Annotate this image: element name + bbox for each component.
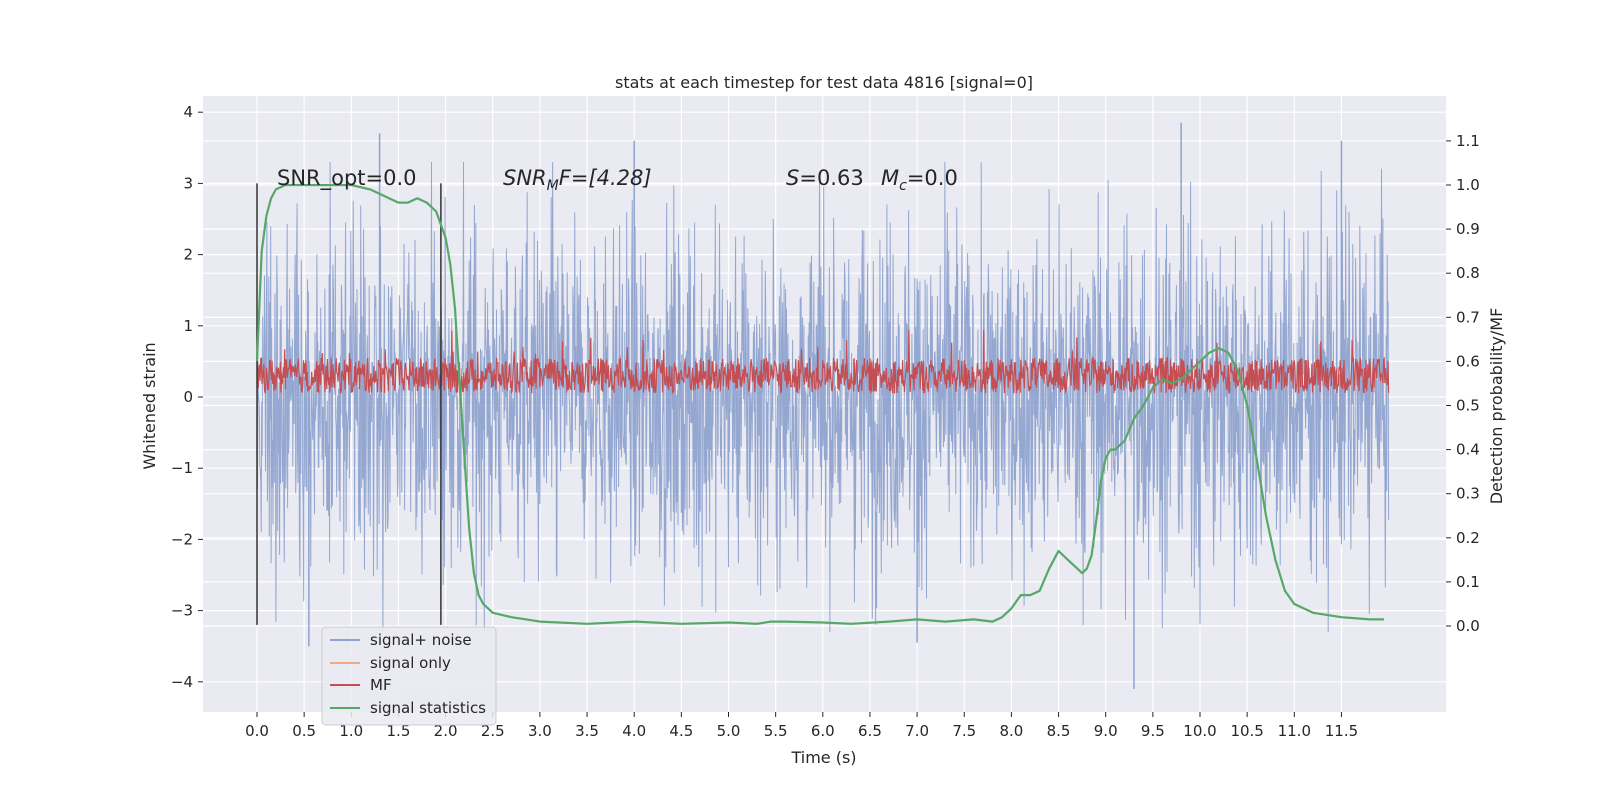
x-tick-label: 10.5 (1230, 722, 1263, 740)
y-tick-label: −2 (171, 530, 193, 548)
y2-ticks: 1.1 1.0 0.9 0.8 0.7 0.6 0.5 0.4 0.3 0.2 0.1 0.0 (1446, 132, 1480, 635)
legend-label-signal-statistics: signal statistics (370, 699, 486, 717)
x-tick-label: 3.0 (528, 722, 552, 740)
y2-tick-label: 0.2 (1456, 529, 1480, 547)
y-tick-label: −3 (171, 602, 193, 620)
y-tick-label: −4 (171, 673, 193, 691)
y2-axis-label: Detection probability/MF (1487, 308, 1506, 505)
y-axis-label: Whitened strain (140, 342, 159, 469)
x-tick-label: 11.0 (1278, 722, 1311, 740)
x-tick-label: 6.0 (811, 722, 835, 740)
signal-statistics-line (255, 183, 1384, 625)
annotation-snr-mf: SNRMF=[4.28] (503, 166, 652, 194)
y-tick-label: 4 (183, 103, 193, 121)
x-tick-label: 4.0 (622, 722, 646, 740)
legend: signal+ noise signal only MF signal stat… (321, 626, 497, 726)
noise-series (256, 122, 1390, 689)
x-tick-label: 7.5 (952, 722, 976, 740)
x-tick-label: 8.0 (999, 722, 1023, 740)
x-tick-label: 6.5 (858, 722, 882, 740)
y-tick-label: 3 (183, 174, 193, 192)
y-ticks: 4 3 2 1 0 −1 −2 −3 −4 (171, 103, 203, 691)
x-axis-label: Time (s) (790, 748, 856, 767)
y-tick-label: 2 (183, 246, 193, 264)
y2-tick-label: 1.1 (1456, 132, 1480, 150)
chart-title: stats at each timestep for test data 481… (615, 73, 1033, 92)
y2-tick-label: 0.6 (1456, 352, 1480, 370)
mf-line (256, 329, 1390, 395)
x-tick-label: 1.0 (339, 722, 363, 740)
y-tick-label: 1 (183, 317, 193, 335)
x-tick-label: 0.5 (292, 722, 316, 740)
vertical-markers (256, 183, 442, 625)
x-tick-label: 7.0 (905, 722, 929, 740)
x-tick-label: 9.0 (1094, 722, 1118, 740)
y-tick-label: 0 (183, 388, 193, 406)
x-tick-label: 5.5 (764, 722, 788, 740)
legend-label-signal-only: signal only (370, 654, 451, 672)
y2-tick-label: 0.0 (1456, 617, 1480, 635)
x-tick-label: 11.5 (1325, 722, 1358, 740)
y-tick-label: −1 (171, 459, 193, 477)
x-tick-label: 0.0 (245, 722, 269, 740)
y2-tick-label: 0.3 (1456, 485, 1480, 503)
legend-label-mf: MF (370, 676, 392, 694)
x-tick-label: 3.5 (575, 722, 599, 740)
signal-noise-line (256, 161, 1390, 633)
y2-tick-label: 0.1 (1456, 573, 1480, 591)
y2-tick-label: 1.0 (1456, 176, 1480, 194)
y2-tick-label: 0.9 (1456, 220, 1480, 238)
signal-statistics-series (255, 183, 1384, 625)
x-ticks: 0.0 0.5 1.0 1.5 2.0 2.5 3.0 3.5 4.0 4.5 5.0 5.5 6.0 6… (245, 712, 1358, 740)
y2-tick-label: 0.7 (1456, 308, 1480, 326)
mf-series (256, 329, 1390, 395)
x-tick-label: 1.5 (387, 722, 411, 740)
x-tick-label: 8.5 (1047, 722, 1071, 740)
legend-box (321, 626, 497, 726)
y2-tick-label: 0.8 (1456, 264, 1480, 282)
annotations: SNR_opt=0.0 SNRMF=[4.28] S=0.63 Mc=0.0 (277, 166, 958, 194)
x-tick-label: 4.5 (669, 722, 693, 740)
y2-tick-label: 0.4 (1456, 441, 1480, 459)
annotation-s: S=0.63 (786, 166, 864, 190)
x-tick-label: 2.0 (434, 722, 458, 740)
x-tick-label: 9.5 (1141, 722, 1165, 740)
x-tick-label: 5.0 (717, 722, 741, 740)
x-tick-label: 10.0 (1183, 722, 1216, 740)
y2-tick-label: 0.5 (1456, 397, 1480, 415)
annotation-mc: Mc=0.0 (881, 166, 958, 194)
annotation-snr-opt: SNR_opt=0.0 (277, 166, 417, 191)
legend-label-signal-noise: signal+ noise (370, 631, 472, 649)
x-tick-label: 2.5 (481, 722, 505, 740)
